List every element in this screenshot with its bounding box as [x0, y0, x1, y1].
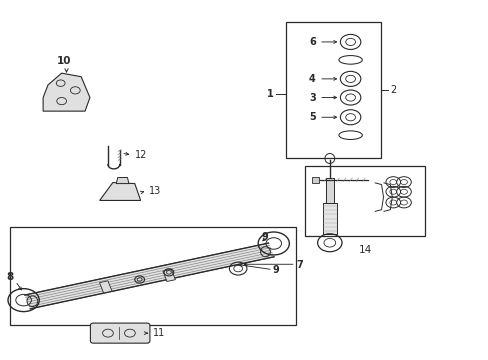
Text: 14: 14	[358, 244, 371, 255]
Text: 3: 3	[308, 93, 315, 103]
Text: 7: 7	[296, 260, 303, 270]
Text: 13: 13	[149, 186, 162, 196]
Text: 6: 6	[308, 37, 315, 47]
Bar	[285, 22, 380, 158]
Text: 4: 4	[308, 74, 315, 84]
Bar	[305, 166, 424, 235]
Bar	[99, 281, 112, 293]
Bar	[311, 177, 318, 183]
Polygon shape	[25, 243, 273, 309]
Text: 11: 11	[153, 328, 165, 338]
Bar	[10, 226, 295, 325]
Polygon shape	[43, 73, 90, 111]
Text: 9: 9	[272, 265, 279, 275]
FancyBboxPatch shape	[90, 323, 150, 343]
Text: 10: 10	[57, 56, 71, 66]
Bar	[325, 178, 333, 203]
Bar	[322, 203, 336, 234]
Text: 12: 12	[135, 150, 147, 160]
Text: 2: 2	[389, 85, 395, 95]
Polygon shape	[100, 183, 141, 201]
Text: 1: 1	[266, 89, 273, 99]
Text: 5: 5	[308, 112, 315, 122]
Polygon shape	[116, 177, 129, 184]
Bar	[163, 269, 175, 282]
Text: 9: 9	[261, 232, 267, 242]
Text: 8: 8	[7, 272, 14, 282]
